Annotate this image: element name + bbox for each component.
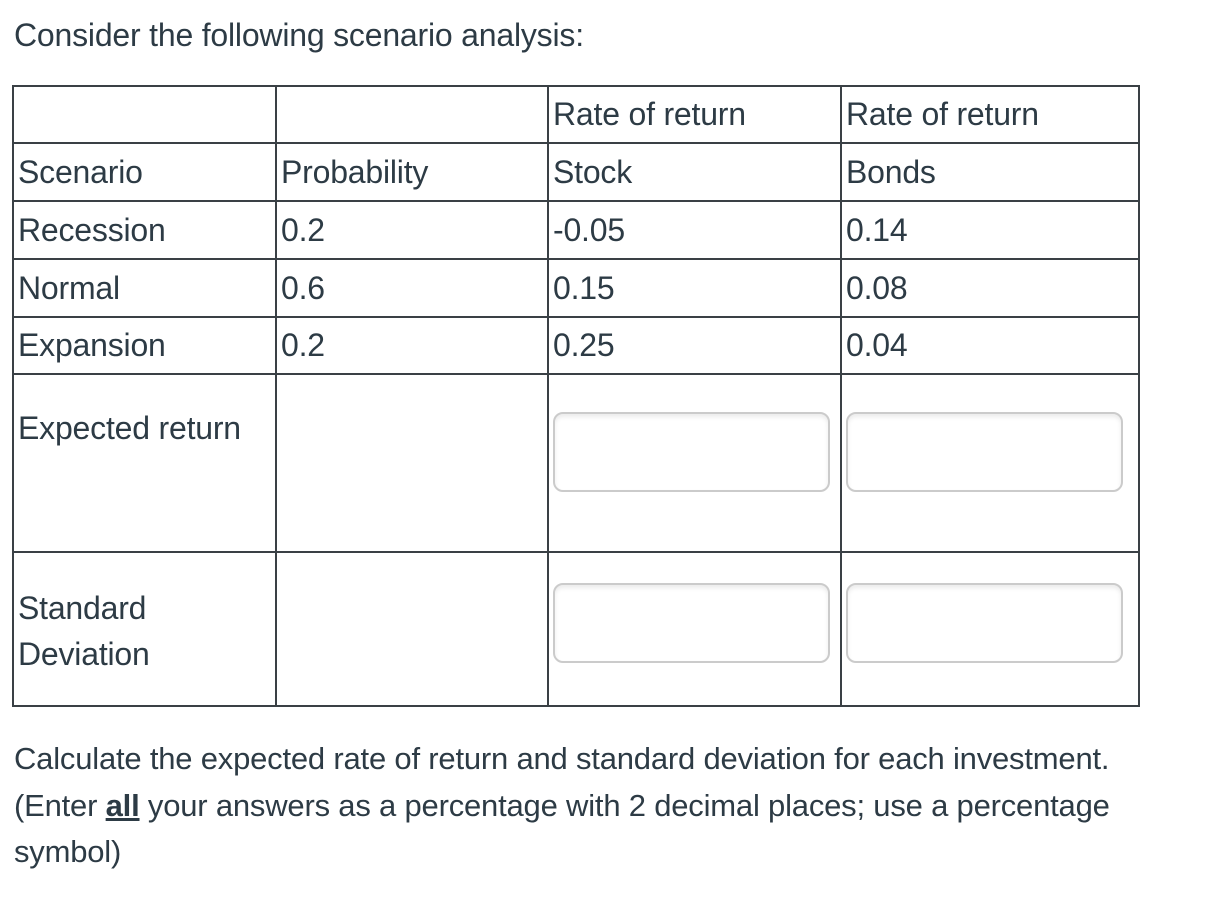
std-dev-bonds-input[interactable] bbox=[846, 583, 1123, 663]
header-probability: Probability bbox=[275, 142, 549, 202]
cell-scenario: Expansion bbox=[12, 316, 277, 375]
instructions-line-2-post: your answers as a percentage with 2 deci… bbox=[139, 787, 1110, 823]
instructions-line-3: symbol) bbox=[14, 834, 122, 869]
std-dev-stock-input[interactable] bbox=[553, 583, 830, 663]
cell-scenario: Normal bbox=[12, 258, 277, 318]
table-row-normal: Normal 0.6 0.15 0.08 bbox=[12, 258, 1140, 318]
header-bonds: Bonds bbox=[840, 142, 1140, 202]
cell-bonds: 0.14 bbox=[840, 200, 1140, 260]
empty-cell bbox=[275, 551, 549, 707]
expected-return-stock-input[interactable] bbox=[553, 412, 830, 492]
table-row-expected-return: Expected return bbox=[12, 373, 1140, 553]
cell-scenario: Recession bbox=[12, 200, 277, 260]
std-dev-bonds-cell bbox=[840, 551, 1140, 707]
cell-probability: 0.2 bbox=[275, 200, 549, 260]
instructions-emphasis-all: all bbox=[105, 787, 140, 823]
question-intro-text: Consider the following scenario analysis… bbox=[14, 17, 584, 53]
cell-stock: 0.15 bbox=[547, 258, 842, 318]
expected-return-label: Expected return bbox=[12, 373, 277, 553]
header-rate-of-return-stock: Rate of return bbox=[547, 85, 842, 144]
question-instructions: Calculate the expected rate of return an… bbox=[14, 736, 1216, 876]
empty-cell bbox=[275, 373, 549, 553]
cell-probability: 0.6 bbox=[275, 258, 549, 318]
quiz-question-body: Consider the following scenario analysis… bbox=[12, 17, 1216, 876]
header-stock: Stock bbox=[547, 142, 842, 202]
table-row-expansion: Expansion 0.2 0.25 0.04 bbox=[12, 316, 1140, 375]
table-row-header-1: Rate of return Rate of return bbox=[12, 85, 1140, 144]
standard-deviation-label: Standard Deviation bbox=[12, 551, 277, 707]
instructions-line-1: Calculate the expected rate of return an… bbox=[14, 741, 1110, 776]
cell-stock: 0.25 bbox=[547, 316, 842, 375]
table-row-standard-deviation: Standard Deviation bbox=[12, 551, 1140, 707]
expected-return-bonds-input[interactable] bbox=[846, 412, 1123, 492]
cell-bonds: 0.08 bbox=[840, 258, 1140, 318]
expected-return-bonds-cell bbox=[840, 373, 1140, 553]
header-rate-of-return-bonds: Rate of return bbox=[840, 85, 1140, 144]
empty-cell bbox=[275, 85, 549, 144]
std-dev-stock-cell bbox=[547, 551, 842, 707]
header-scenario: Scenario bbox=[12, 142, 277, 202]
table-row-recession: Recession 0.2 -0.05 0.14 bbox=[12, 200, 1140, 260]
cell-stock: -0.05 bbox=[547, 200, 842, 260]
cell-probability: 0.2 bbox=[275, 316, 549, 375]
instructions-line-2-pre: (Enter bbox=[14, 787, 106, 823]
empty-cell bbox=[12, 85, 277, 144]
instructions-line-2: (Enter all your answers as a percentage … bbox=[14, 783, 1216, 830]
scenario-analysis-table: Rate of return Rate of return Scenario P… bbox=[12, 85, 1140, 707]
table-row-header-2: Scenario Probability Stock Bonds bbox=[12, 142, 1140, 202]
expected-return-stock-cell bbox=[547, 373, 842, 553]
cell-bonds: 0.04 bbox=[840, 316, 1140, 375]
